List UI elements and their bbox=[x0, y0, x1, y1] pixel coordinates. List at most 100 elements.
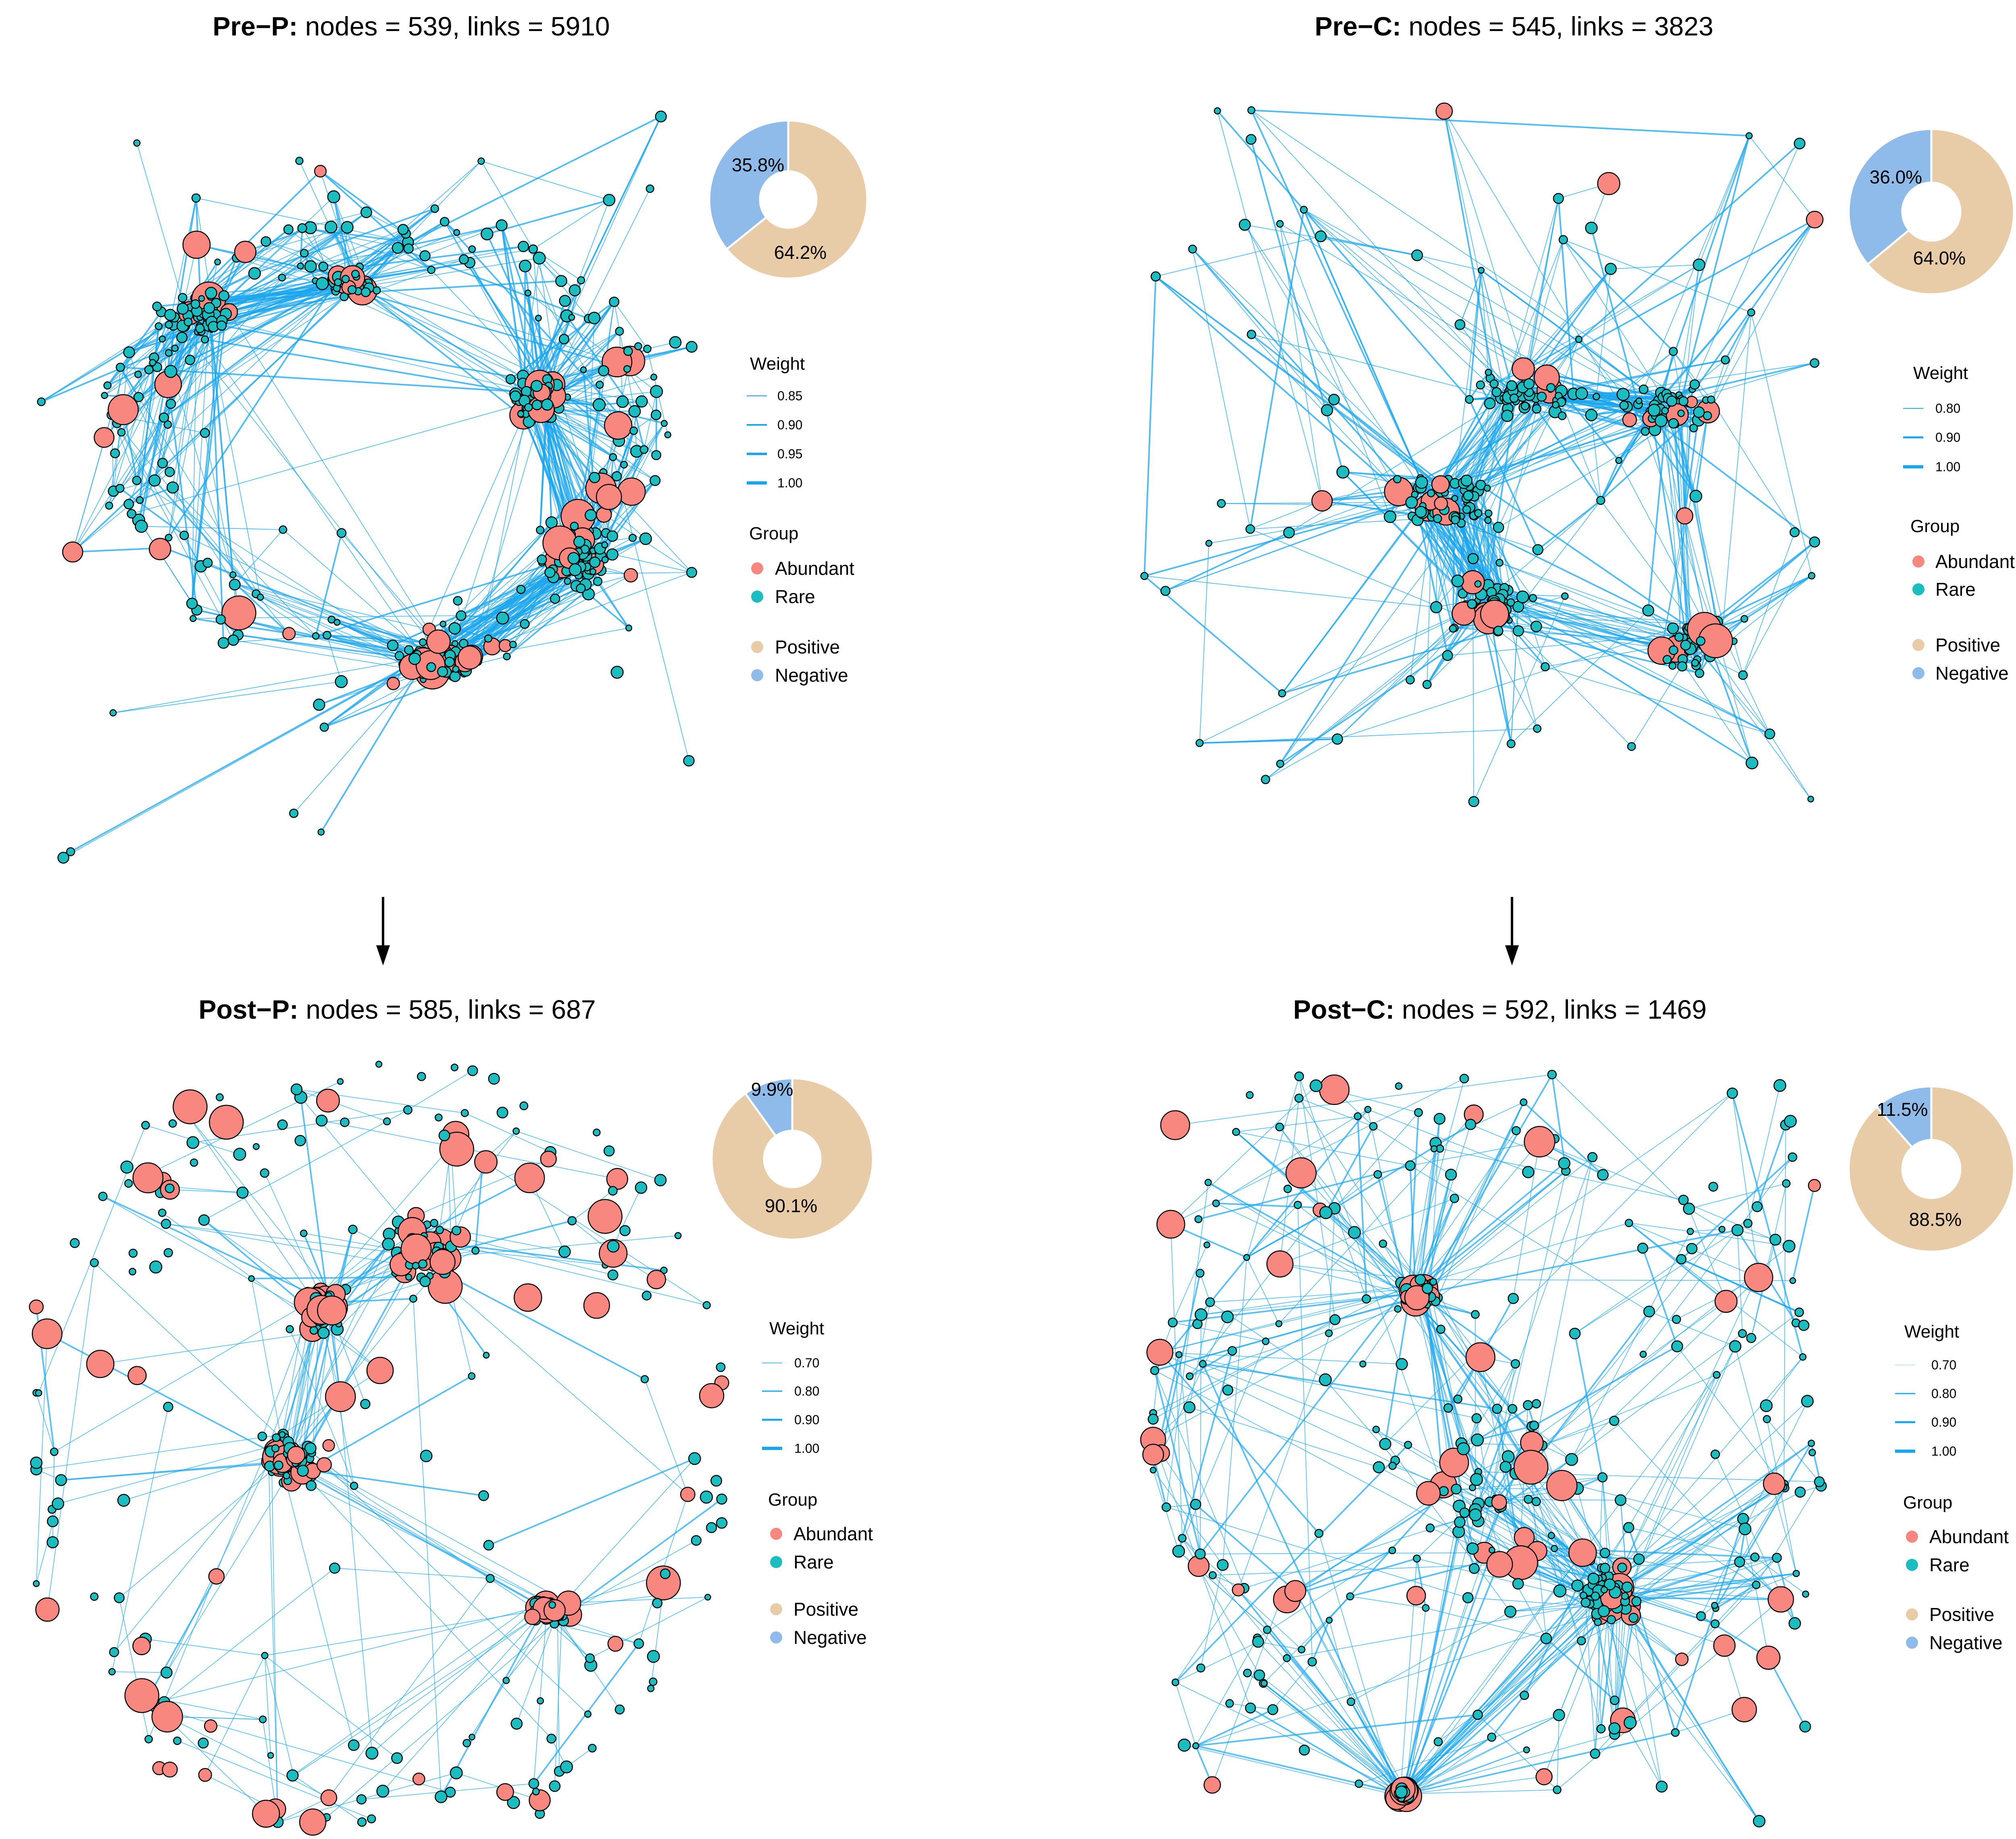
node-abundant bbox=[1744, 1263, 1773, 1292]
network-edge bbox=[36, 1434, 282, 1470]
node-rare bbox=[641, 1290, 652, 1301]
network-edge bbox=[1351, 1611, 1511, 1702]
node-rare bbox=[218, 290, 229, 302]
network-edge bbox=[1244, 225, 1422, 488]
node-rare bbox=[603, 1145, 615, 1157]
node-rare bbox=[558, 334, 569, 345]
network-edge bbox=[41, 324, 169, 403]
network-edge bbox=[210, 325, 225, 643]
node-abundant bbox=[317, 1457, 332, 1473]
network-graph bbox=[1140, 102, 1824, 807]
node-rare bbox=[483, 1352, 490, 1359]
network-edge bbox=[235, 583, 290, 634]
network-edge bbox=[1508, 1301, 1727, 1457]
node-rare bbox=[183, 317, 193, 327]
node-rare bbox=[1522, 1400, 1533, 1410]
network-edge bbox=[1444, 111, 1630, 420]
network-edge bbox=[293, 1616, 537, 1776]
node-rare bbox=[1405, 496, 1418, 509]
node-rare bbox=[1483, 485, 1491, 492]
legend-label-rare: Rare bbox=[793, 1552, 834, 1573]
network-edge bbox=[1699, 135, 1749, 265]
node-rare bbox=[477, 157, 485, 165]
node-rare bbox=[607, 1240, 620, 1253]
node-rare bbox=[1668, 645, 1679, 655]
network-edge bbox=[1655, 415, 1697, 497]
network-edge bbox=[382, 1614, 541, 1791]
node-rare bbox=[650, 475, 661, 486]
node-rare bbox=[418, 1259, 428, 1269]
network-edge bbox=[1622, 351, 1674, 395]
node-rare bbox=[528, 244, 538, 254]
network-edge bbox=[1551, 1074, 1567, 1171]
node-rare bbox=[601, 556, 609, 564]
node-rare bbox=[450, 1766, 463, 1779]
node-rare bbox=[629, 426, 638, 435]
network-edge bbox=[1143, 276, 1157, 576]
network-edge bbox=[113, 362, 153, 491]
node-rare bbox=[1597, 1472, 1608, 1483]
node-rare bbox=[1449, 624, 1457, 633]
node-rare bbox=[1196, 1663, 1206, 1673]
network-edge bbox=[486, 233, 558, 385]
network-edge bbox=[128, 487, 173, 505]
node-rare bbox=[1608, 1722, 1621, 1735]
node-rare bbox=[532, 1787, 540, 1795]
network-edge bbox=[1557, 1715, 1560, 1790]
network-edge bbox=[1562, 239, 1674, 352]
node-rare bbox=[1696, 1611, 1706, 1621]
network-edge bbox=[1251, 110, 1514, 399]
network-edge bbox=[1751, 312, 1812, 576]
network-edge bbox=[166, 1223, 398, 1253]
node-rare bbox=[1693, 406, 1705, 418]
node-rare bbox=[1195, 739, 1204, 747]
node-rare bbox=[1471, 1433, 1484, 1447]
pie-label-negative: 35.8% bbox=[732, 154, 784, 175]
network-edge bbox=[588, 593, 629, 629]
panel-pre-c: Pre−C: nodes = 545, links = 3823 36.0% 6… bbox=[1140, 11, 2015, 807]
network-edge bbox=[1199, 594, 1503, 744]
node-rare bbox=[589, 472, 600, 483]
node-rare bbox=[52, 1497, 65, 1510]
node-abundant bbox=[1713, 1634, 1736, 1657]
network-edge bbox=[359, 245, 524, 268]
node-rare bbox=[163, 1402, 173, 1412]
node-rare bbox=[710, 1475, 722, 1487]
node-rare bbox=[1752, 1201, 1763, 1212]
network-edge bbox=[292, 1603, 535, 1776]
node-rare bbox=[435, 1225, 444, 1234]
network-edge bbox=[433, 522, 552, 662]
node-rare bbox=[1221, 1311, 1234, 1323]
network-edge bbox=[444, 221, 547, 392]
node-rare bbox=[1520, 402, 1530, 410]
legend-label-abundant: Abundant bbox=[775, 558, 854, 579]
node-rare bbox=[593, 1128, 601, 1137]
node-rare bbox=[115, 484, 125, 493]
node-rare bbox=[1471, 1413, 1482, 1423]
network-edge bbox=[1749, 135, 1815, 220]
node-rare bbox=[347, 285, 357, 294]
network-edge bbox=[119, 1463, 281, 1598]
node-abundant bbox=[540, 1150, 557, 1167]
panel-title-bold: Post−P: bbox=[198, 994, 298, 1024]
node-rare bbox=[309, 1326, 318, 1335]
legend-label-rare: Rare bbox=[1935, 579, 1976, 600]
network-edges bbox=[1143, 109, 1816, 802]
network-edge bbox=[1175, 1682, 1196, 1746]
network-edge bbox=[358, 225, 502, 282]
node-rare bbox=[598, 365, 609, 377]
node-rare bbox=[419, 638, 427, 647]
node-rare bbox=[567, 1216, 577, 1225]
node-rare bbox=[1493, 626, 1504, 636]
node-rare bbox=[567, 552, 580, 565]
node-rare bbox=[456, 610, 467, 621]
network-edge bbox=[1404, 1512, 1465, 1790]
legend-weight-heading: Weight bbox=[750, 354, 805, 374]
network-edge bbox=[300, 1467, 548, 1610]
node-rare bbox=[469, 1733, 475, 1741]
node-rare bbox=[252, 1143, 260, 1150]
network-edge bbox=[1709, 647, 1770, 734]
node-abundant bbox=[366, 1356, 394, 1384]
network-edge bbox=[1251, 334, 1499, 528]
node-rare bbox=[1647, 404, 1661, 417]
